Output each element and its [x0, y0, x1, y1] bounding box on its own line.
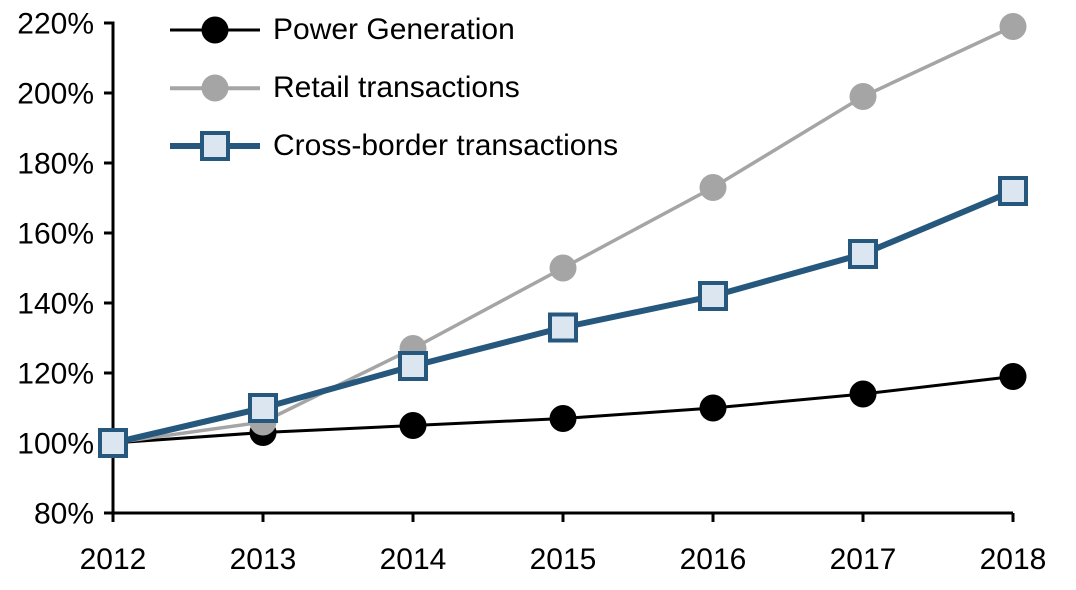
data-point-marker — [548, 312, 578, 343]
x-tick-label: 2017 — [830, 543, 897, 576]
data-point-marker — [699, 394, 727, 422]
legend-item-retail-transactions: Retail transactions — [170, 59, 618, 117]
legend-circle-marker-icon — [201, 74, 229, 102]
data-point-marker — [849, 83, 877, 110]
data-point-marker — [248, 393, 278, 423]
data-point-marker — [848, 239, 878, 269]
data-point-marker — [999, 363, 1027, 390]
data-point-marker — [399, 412, 427, 439]
y-tick-label: 200% — [17, 78, 94, 111]
data-point-marker — [398, 351, 428, 381]
y-tick-label: 80% — [34, 498, 94, 531]
legend-square-marker-icon — [200, 131, 230, 161]
y-tick-label: 140% — [17, 288, 94, 321]
x-tick-label: 2013 — [230, 543, 297, 576]
data-point-marker — [698, 281, 728, 311]
chart-legend: Power Generation Retail transactions Cro… — [170, 1, 618, 175]
data-point-marker — [999, 13, 1027, 40]
legend-label-cross-border-transactions: Cross-border transactions — [273, 129, 619, 162]
y-tick-label: 220% — [17, 8, 94, 41]
y-tick-label: 160% — [17, 218, 94, 251]
x-tick-label: 2018 — [980, 543, 1047, 576]
legend-item-power-generation: Power Generation — [170, 1, 618, 59]
legend-sample-cross-border-transactions — [170, 129, 260, 163]
x-tick-label: 2012 — [80, 543, 147, 576]
data-point-marker — [98, 428, 128, 458]
x-tick-label: 2015 — [530, 543, 597, 576]
legend-label-retail-transactions: Retail transactions — [273, 71, 520, 104]
data-point-marker — [549, 254, 577, 282]
legend-circle-marker-icon — [201, 16, 229, 44]
x-tick-label: 2016 — [680, 543, 747, 576]
y-tick-label: 100% — [17, 428, 94, 461]
y-tick-label: 120% — [17, 358, 94, 391]
data-point-marker — [998, 176, 1028, 206]
data-point-marker — [849, 380, 877, 408]
data-point-marker — [699, 174, 727, 201]
legend-sample-power-generation — [170, 13, 260, 47]
y-tick-label: 180% — [17, 148, 94, 181]
legend-label-power-generation: Power Generation — [273, 13, 515, 46]
legend-item-cross-border-transactions: Cross-border transactions — [170, 117, 618, 175]
data-point-marker — [549, 405, 577, 432]
x-tick-label: 2014 — [380, 543, 447, 576]
legend-sample-retail-transactions — [170, 71, 260, 105]
